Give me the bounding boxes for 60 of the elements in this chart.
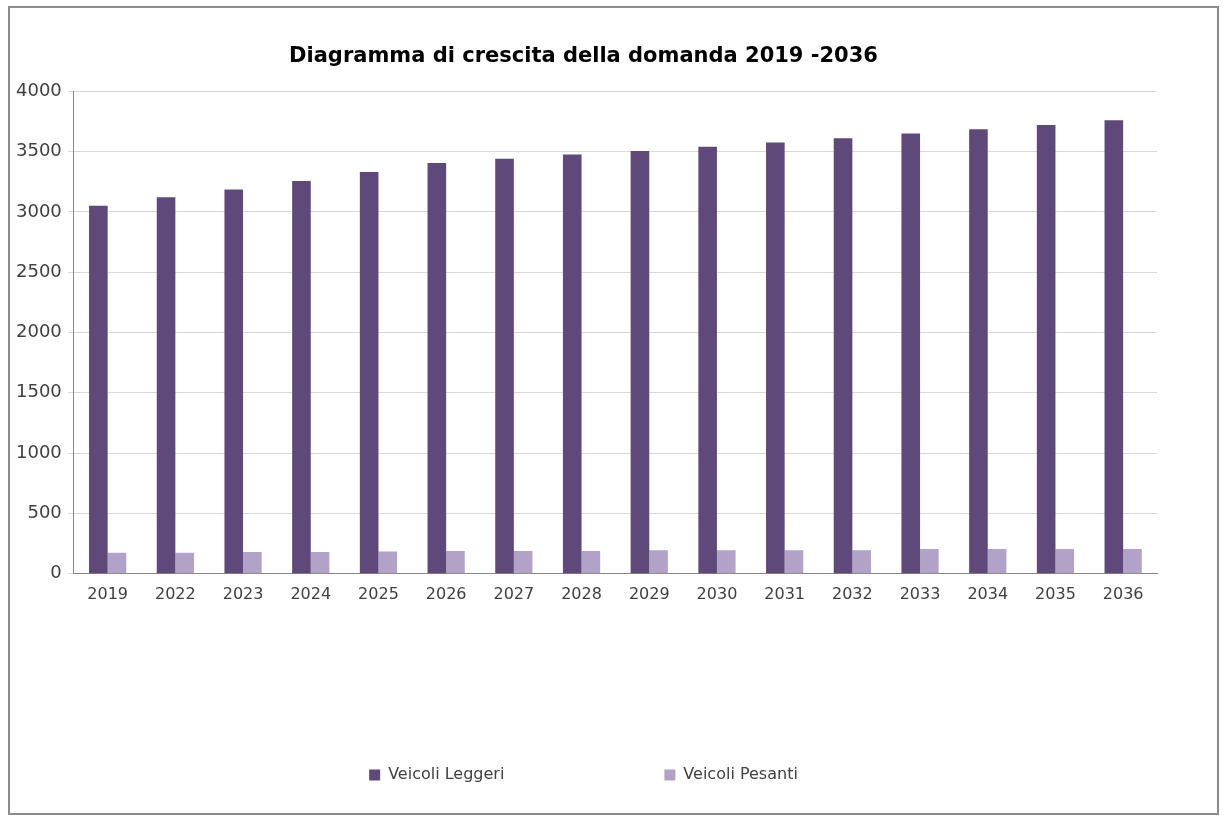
x-tick-label: 2024 <box>290 583 332 603</box>
bar <box>1104 120 1124 574</box>
bar <box>89 205 108 574</box>
bar <box>698 146 717 574</box>
x-tick-label: 2030 <box>696 583 738 603</box>
x-tick-label: 2027 <box>493 583 535 603</box>
bar <box>716 550 736 574</box>
x-tick-label: 2022 <box>155 583 196 603</box>
x-tick-label: 2032 <box>831 583 873 603</box>
bar <box>156 197 176 574</box>
x-tick-label: 2025 <box>358 583 399 603</box>
bar <box>1055 549 1075 574</box>
bar <box>175 552 194 574</box>
legend-label: Veicoli Pesanti <box>683 764 798 784</box>
chart-title: Diagramma di crescita della domanda 2019 -2036 <box>289 43 878 68</box>
bar <box>562 154 582 574</box>
x-tick-label: 2019 <box>87 583 129 603</box>
y-tick-label: 3000 <box>16 199 62 221</box>
y-tick-label: 2500 <box>16 259 62 281</box>
x-tick-label: 2023 <box>222 583 264 603</box>
bar <box>852 550 871 574</box>
bar <box>446 550 465 574</box>
y-tick-label: 500 <box>27 501 62 523</box>
bar <box>1123 549 1142 574</box>
y-tick-label: 2000 <box>16 320 62 342</box>
bar <box>969 129 988 574</box>
y-tick-label: 1500 <box>16 380 62 402</box>
x-tick-label: 2035 <box>1035 583 1076 603</box>
bar <box>495 158 514 574</box>
bar <box>581 550 601 574</box>
bar <box>1036 124 1056 574</box>
bar <box>427 162 447 574</box>
x-tick-label: 2034 <box>967 583 1009 603</box>
bar <box>310 552 330 574</box>
x-tick-label: 2026 <box>425 583 467 603</box>
y-tick-label: 3500 <box>16 139 62 161</box>
bar <box>630 150 650 574</box>
x-tick-label: 2028 <box>561 583 602 603</box>
bar <box>243 552 262 574</box>
y-tick-label: 1000 <box>16 440 62 462</box>
bar <box>833 138 853 574</box>
bar <box>766 142 785 574</box>
bar <box>378 551 398 574</box>
legend-label: Veicoli Leggeri <box>388 764 505 784</box>
bar <box>513 550 533 574</box>
x-tick-label: 2029 <box>628 583 670 603</box>
bar <box>107 552 127 574</box>
bar <box>784 550 804 574</box>
bar <box>292 181 311 574</box>
bar <box>987 549 1007 574</box>
bar <box>359 172 379 574</box>
bar <box>649 550 668 574</box>
y-tick-label: 4000 <box>16 78 62 100</box>
bar <box>920 549 939 574</box>
x-tick-label: 2036 <box>1102 583 1144 603</box>
bar <box>224 189 244 574</box>
bar <box>901 133 921 574</box>
x-tick-label: 2033 <box>899 583 941 603</box>
x-tick-label: 2031 <box>764 583 806 603</box>
y-tick-label: 0 <box>50 561 62 583</box>
